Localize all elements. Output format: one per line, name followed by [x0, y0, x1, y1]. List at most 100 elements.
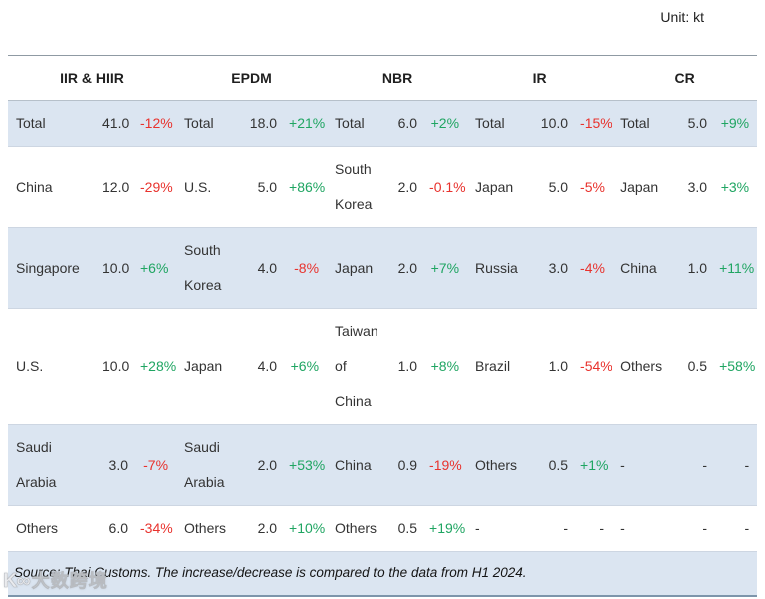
destination-cell: Japan: [327, 227, 378, 309]
table-header-row: IIR & HIIR EPDM NBR IR CR: [8, 55, 758, 101]
value-cell: 5.0: [522, 146, 573, 228]
destination-cell: South Korea: [327, 146, 378, 228]
value-cell: 10.0: [94, 227, 132, 309]
destination-cell: Saudi Arabia: [8, 424, 94, 506]
change-pct-cell: -5%: [572, 146, 613, 228]
value-cell: 3.0: [664, 146, 712, 228]
change-pct-cell: +6%: [281, 308, 328, 425]
destination-cell: Saudi Arabia: [176, 424, 235, 506]
value-cell: 0.5: [664, 308, 712, 425]
value-cell: 18.0: [234, 100, 282, 147]
destination-cell: Others: [327, 505, 378, 552]
value-cell: 2.0: [377, 146, 422, 228]
change-pct-cell: -29%: [132, 146, 177, 228]
change-pct-cell: +86%: [281, 146, 328, 228]
change-pct-cell: -: [711, 424, 758, 506]
value-cell: 10.0: [522, 100, 573, 147]
source-note: Source: Thai Customs. The increase/decre…: [14, 565, 527, 580]
destination-cell: Others: [612, 308, 665, 425]
destination-cell: -: [467, 505, 523, 552]
change-pct-cell: +9%: [711, 100, 758, 147]
value-cell: 12.0: [94, 146, 132, 228]
table-row: U.S. 10.0 +28% Japan 4.0 +6% Taiwan of China 1.…: [8, 308, 758, 425]
change-pct-cell: +3%: [711, 146, 758, 228]
change-pct-cell: -8%: [281, 227, 328, 309]
table-row: Total 41.0 -12% Total 18.0 +21% Total 6.0 +2% Tot…: [8, 100, 758, 147]
destination-cell: Others: [467, 424, 523, 506]
trade-data-table: IIR & HIIR EPDM NBR IR CR Total 41.0 -12% T…: [8, 55, 758, 597]
value-cell: -: [522, 505, 573, 552]
destination-cell: China: [8, 146, 94, 228]
change-pct-cell: -12%: [132, 100, 177, 147]
value-cell: 3.0: [94, 424, 132, 506]
change-pct-cell: -: [572, 505, 613, 552]
destination-cell: Taiwan of China: [327, 308, 378, 425]
change-pct-cell: -15%: [572, 100, 613, 147]
change-pct-cell: -19%: [421, 424, 468, 506]
destination-cell: U.S.: [176, 146, 235, 228]
destination-cell: U.S.: [8, 308, 94, 425]
destination-cell: Total: [8, 100, 94, 147]
value-cell: 4.0: [234, 227, 282, 309]
value-cell: 1.0: [522, 308, 573, 425]
change-pct-cell: +7%: [421, 227, 468, 309]
table-row: Others 6.0 -34% Others 2.0 +10% Others 0.5 +19% -…: [8, 505, 758, 552]
destination-cell: China: [612, 227, 665, 309]
value-cell: 41.0: [94, 100, 132, 147]
change-pct-cell: +2%: [421, 100, 468, 147]
change-pct-cell: -: [711, 505, 758, 552]
unit-row: Unit: kt: [0, 0, 765, 55]
value-cell: -: [664, 424, 712, 506]
change-pct-cell: -4%: [572, 227, 613, 309]
destination-cell: Others: [176, 505, 235, 552]
destination-cell: Total: [467, 100, 523, 147]
change-pct-cell: +21%: [281, 100, 328, 147]
value-cell: 6.0: [377, 100, 422, 147]
change-pct-cell: -7%: [132, 424, 177, 506]
unit-label: Unit: kt: [660, 9, 704, 25]
change-pct-cell: +8%: [421, 308, 468, 425]
change-pct-cell: +58%: [711, 308, 758, 425]
change-pct-cell: +1%: [572, 424, 613, 506]
destination-cell: Brazil: [467, 308, 523, 425]
destination-cell: China: [327, 424, 378, 506]
destination-cell: Others: [8, 505, 94, 552]
destination-cell: Total: [612, 100, 665, 147]
change-pct-cell: +6%: [132, 227, 177, 309]
change-pct-cell: -0.1%: [421, 146, 468, 228]
value-cell: 0.5: [522, 424, 573, 506]
value-cell: 2.0: [377, 227, 422, 309]
value-cell: 0.5: [377, 505, 422, 552]
table-row: Saudi Arabia 3.0 -7% Saudi Arabia 2.0 +53% Chi…: [8, 424, 758, 506]
value-cell: 0.9: [377, 424, 422, 506]
value-cell: 5.0: [664, 100, 712, 147]
value-cell: 1.0: [377, 308, 422, 425]
destination-cell: South Korea: [176, 227, 235, 309]
column-header-cr: CR: [612, 55, 758, 101]
source-cell: Source: Thai Customs. The increase/decre…: [8, 551, 758, 597]
value-cell: -: [664, 505, 712, 552]
value-cell: 5.0: [234, 146, 282, 228]
destination-cell: Total: [176, 100, 235, 147]
table-row: Singapore 10.0 +6% South Korea 4.0 -8% Japan 2.…: [8, 227, 758, 309]
destination-cell: Singapore: [8, 227, 94, 309]
change-pct-cell: +53%: [281, 424, 328, 506]
destination-cell: -: [612, 424, 665, 506]
destination-cell: Japan: [467, 146, 523, 228]
destination-cell: Total: [327, 100, 378, 147]
value-cell: 3.0: [522, 227, 573, 309]
change-pct-cell: +28%: [132, 308, 177, 425]
change-pct-cell: -34%: [132, 505, 177, 552]
change-pct-cell: +10%: [281, 505, 328, 552]
column-header-iir-hiir: IIR & HIIR: [8, 55, 177, 101]
column-header-nbr: NBR: [327, 55, 468, 101]
value-cell: 1.0: [664, 227, 712, 309]
value-cell: 4.0: [234, 308, 282, 425]
table-row: China 12.0 -29% U.S. 5.0 +86% South Korea 2.0 -0…: [8, 146, 758, 228]
destination-cell: Japan: [612, 146, 665, 228]
destination-cell: Japan: [176, 308, 235, 425]
value-cell: 2.0: [234, 505, 282, 552]
destination-cell: Russia: [467, 227, 523, 309]
value-cell: 6.0: [94, 505, 132, 552]
